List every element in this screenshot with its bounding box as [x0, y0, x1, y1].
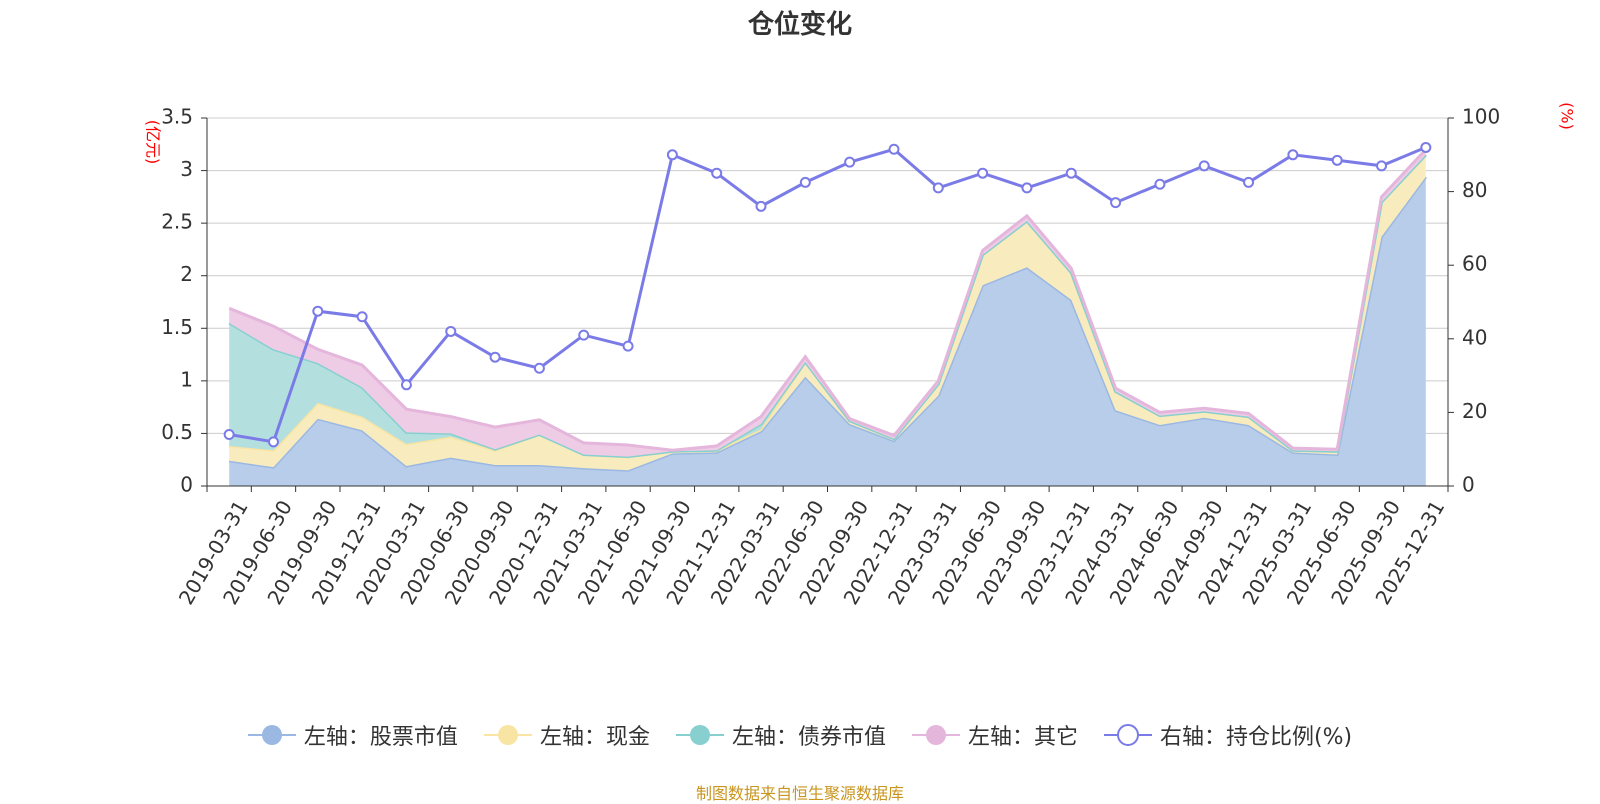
ratio-line	[223, 141, 1432, 448]
ratio-point	[400, 379, 412, 391]
ratio-point	[1287, 149, 1299, 161]
ratio-point	[844, 156, 856, 168]
y-left-tick-label: 3.5	[161, 105, 193, 129]
ratio-point	[489, 351, 501, 363]
legend-label: 左轴：债券市值	[731, 725, 886, 750]
y-right-tick-label: 100	[1462, 105, 1500, 129]
source-note: 制图数据来自恒生聚源数据库	[695, 784, 904, 803]
ratio-point	[711, 167, 723, 179]
legend-marker-icon	[247, 725, 296, 745]
legend-marker-icon	[675, 725, 724, 745]
ratio-point	[1420, 141, 1432, 153]
legend-item-bond[interactable]: 左轴：债券市值	[675, 719, 886, 751]
ratio-point	[267, 436, 279, 448]
ratio-point	[1021, 182, 1033, 194]
ratio-point	[445, 325, 457, 337]
legend-marker-icon	[1103, 724, 1152, 746]
ratio-point	[356, 311, 368, 323]
y-left-tick-label: 0.5	[161, 420, 193, 444]
y-left-tick-label: 2	[180, 262, 193, 286]
ratio-point	[977, 167, 989, 179]
ratio-point	[1065, 167, 1077, 179]
ratio-point	[799, 176, 811, 188]
ratio-point	[666, 149, 678, 161]
ratio-point	[1110, 197, 1122, 209]
ratio-point	[932, 182, 944, 194]
ratio-point	[1198, 160, 1210, 172]
y-right-tick-label: 40	[1462, 325, 1487, 349]
ratio-point	[622, 340, 634, 352]
axes: 00.511.522.533.50204060801002019-03-3120…	[161, 105, 1500, 609]
y-left-tick-label: 1	[180, 367, 193, 391]
y-right-tick-label: 0	[1462, 473, 1475, 497]
ratio-point	[1243, 176, 1255, 188]
ratio-line-path	[228, 146, 1427, 444]
legend-marker-icon	[483, 725, 532, 745]
ratio-point	[312, 305, 324, 317]
legend-label: 左轴：现金	[539, 725, 650, 750]
ratio-point	[533, 362, 545, 374]
left-axis-unit: (亿元)	[144, 120, 163, 165]
y-left-tick-label: 1.5	[161, 315, 193, 339]
legend-item-other[interactable]: 左轴：其它	[911, 719, 1078, 751]
legend-marker-icon	[911, 725, 960, 745]
y-right-tick-label: 80	[1462, 178, 1487, 202]
ratio-point	[1154, 178, 1166, 190]
legend-item-ratio[interactable]: 右轴：持仓比例(%)	[1103, 719, 1353, 751]
ratio-point	[1376, 160, 1388, 172]
legend-item-cash[interactable]: 左轴：现金	[483, 719, 650, 751]
legend: 左轴：股票市值 左轴：现金 左轴：债券市值 左轴：其它 右轴：持仓比例(%)	[0, 718, 1600, 752]
legend-label: 左轴：其它	[967, 725, 1078, 750]
y-left-tick-label: 2.5	[161, 210, 193, 234]
y-right-tick-label: 20	[1462, 399, 1487, 423]
y-left-tick-label: 0	[180, 473, 193, 497]
legend-label: 左轴：股票市值	[303, 725, 458, 750]
right-axis-unit: (%)	[1558, 102, 1577, 130]
ratio-point	[578, 329, 590, 341]
ratio-point	[223, 428, 235, 440]
area-series-0	[229, 176, 1426, 486]
ratio-point	[1331, 154, 1343, 166]
legend-item-stock[interactable]: 左轴：股票市值	[247, 719, 458, 751]
ratio-point	[755, 200, 767, 212]
y-right-tick-label: 60	[1462, 252, 1487, 276]
stacked-areas	[228, 148, 1428, 486]
y-left-tick-label: 3	[180, 157, 193, 181]
chart-title: 仓位变化	[747, 10, 852, 40]
legend-label: 右轴：持仓比例(%)	[1159, 725, 1353, 750]
ratio-point	[888, 143, 900, 155]
area-series-edge-3	[228, 148, 1427, 452]
